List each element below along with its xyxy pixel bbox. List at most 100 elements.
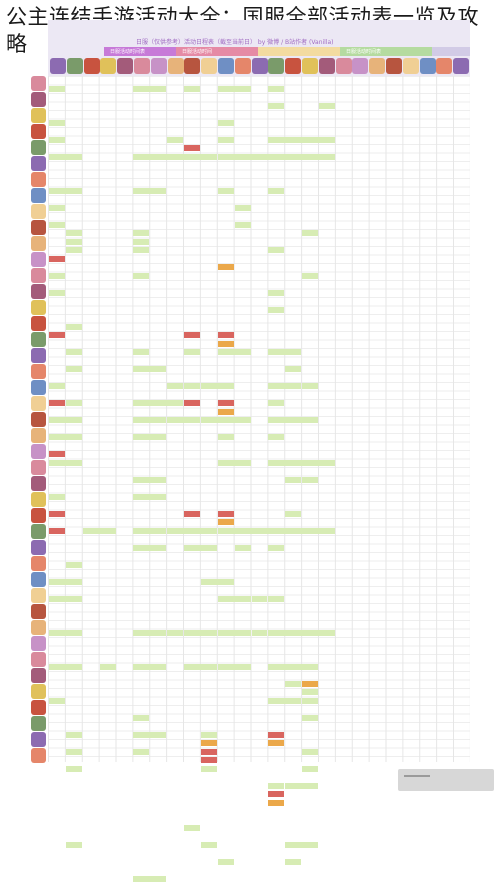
character-avatar xyxy=(31,508,46,523)
schedule-cell xyxy=(133,85,167,92)
event-banner-icon xyxy=(167,58,184,74)
schedule-cell xyxy=(217,332,234,338)
schedule-cell xyxy=(268,102,285,109)
character-avatar xyxy=(31,412,46,427)
character-avatar xyxy=(31,668,46,683)
character-avatar xyxy=(31,268,46,283)
schedule-cell xyxy=(167,417,200,423)
schedule-cell xyxy=(65,247,82,253)
character-avatar xyxy=(31,252,46,267)
schedule-cell xyxy=(200,731,217,738)
schedule-cell xyxy=(217,459,251,466)
schedule-cell xyxy=(217,629,251,636)
schedule-cell xyxy=(217,400,234,406)
schedule-cell xyxy=(167,527,217,534)
schedule-cell xyxy=(49,510,65,517)
schedule-cell xyxy=(65,765,82,772)
character-avatar xyxy=(31,700,46,715)
schedule-cell xyxy=(49,629,82,636)
schedule-cell xyxy=(200,748,217,755)
schedule-cell xyxy=(200,842,217,848)
schedule-cell xyxy=(184,825,200,831)
schedule-cell xyxy=(49,697,65,704)
character-avatar xyxy=(31,396,46,411)
character-avatar xyxy=(31,748,46,763)
character-avatar xyxy=(31,540,46,555)
schedule-cell xyxy=(133,187,167,194)
character-avatar xyxy=(31,588,46,603)
schedule-cell xyxy=(133,476,167,483)
schedule-cell xyxy=(184,544,217,551)
schedule-cell xyxy=(49,527,65,534)
character-avatar xyxy=(31,572,46,587)
schedule-cell xyxy=(49,221,65,228)
schedule-cell xyxy=(133,238,150,245)
schedule-cell xyxy=(133,544,167,551)
schedule-cell xyxy=(184,145,200,151)
schedule-cell xyxy=(268,349,302,355)
character-avatar xyxy=(31,220,46,235)
schedule-cell xyxy=(251,629,268,636)
watermark-logo xyxy=(398,769,494,791)
schedule-cell xyxy=(184,400,200,406)
schedule-cell xyxy=(133,629,167,636)
event-banner-icon xyxy=(419,58,436,74)
schedule-cell xyxy=(268,697,302,704)
character-avatar xyxy=(31,604,46,619)
schedule-cell xyxy=(319,102,335,109)
character-avatar xyxy=(31,300,46,315)
schedule-cell xyxy=(268,791,285,797)
schedule-cell xyxy=(65,400,82,406)
schedule-cell xyxy=(49,85,65,92)
character-avatar xyxy=(31,92,46,107)
schedule-cell xyxy=(49,400,65,406)
schedule-cell xyxy=(302,689,319,695)
schedule-cell xyxy=(184,383,200,389)
schedule-cell xyxy=(285,842,319,848)
schedule-cell xyxy=(217,595,251,602)
schedule-cell xyxy=(167,136,184,143)
schedule-cell xyxy=(65,349,82,355)
schedule-cell xyxy=(133,434,167,440)
schedule-cell xyxy=(167,383,184,389)
character-avatar xyxy=(31,364,46,379)
event-banner-icon xyxy=(66,58,83,74)
schedule-cell xyxy=(302,697,319,704)
schedule-cell xyxy=(217,434,234,440)
schedule-cell xyxy=(184,510,200,517)
schedule-cell xyxy=(49,578,82,585)
schedule-cell xyxy=(65,561,82,568)
schedule-cell xyxy=(268,629,335,636)
schedule-cell xyxy=(65,366,82,372)
event-banner-row xyxy=(50,58,470,74)
schedule-cell xyxy=(268,459,335,466)
character-avatar xyxy=(31,556,46,571)
schedule-cell xyxy=(200,578,234,585)
schedule-cell xyxy=(302,748,319,755)
schedule-cell xyxy=(184,85,200,92)
schedule-cell xyxy=(217,187,234,194)
schedule-cell xyxy=(49,255,65,262)
schedule-cell xyxy=(167,629,184,636)
event-banner-icon xyxy=(352,58,369,74)
schedule-cell xyxy=(285,782,319,789)
schedule-cell xyxy=(217,663,251,670)
event-banner-icon xyxy=(453,58,470,74)
event-banner-icon xyxy=(335,58,352,74)
header-segment-2: 日服活动时间 xyxy=(176,47,258,56)
character-avatar xyxy=(31,684,46,699)
schedule-cell xyxy=(302,680,319,687)
schedule-cell xyxy=(133,230,150,236)
character-avatar xyxy=(31,428,46,443)
schedule-cell xyxy=(217,340,234,347)
schedule-cell xyxy=(82,527,116,534)
character-avatar xyxy=(31,476,46,491)
schedule-cell xyxy=(234,544,251,551)
schedule-cell xyxy=(133,527,167,534)
character-avatar xyxy=(31,140,46,155)
character-avatar xyxy=(31,460,46,475)
schedule-cell xyxy=(234,204,251,211)
schedule-cell xyxy=(49,119,65,126)
header-segment-1: 日服活动时间表 xyxy=(104,47,176,56)
schedule-cell xyxy=(302,230,319,236)
